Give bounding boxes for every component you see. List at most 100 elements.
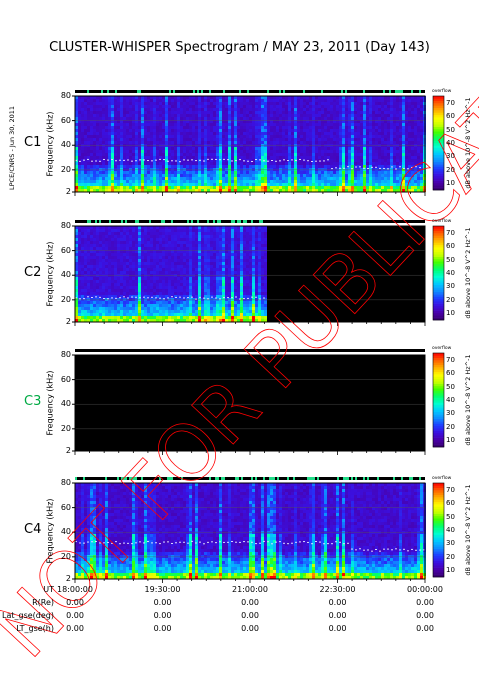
colorbar-tick-label: 70 xyxy=(446,485,455,494)
colorbar-tick-label: 50 xyxy=(446,255,455,264)
colorbar-tick-label: 50 xyxy=(446,125,455,134)
panel-label-c3: C3 xyxy=(24,394,42,409)
colorbar-tick-label: 30 xyxy=(446,282,455,291)
spectrogram-panel-c4 xyxy=(72,477,445,583)
y-tick-label: 80 xyxy=(60,91,71,100)
footer-value: 0.00 xyxy=(328,611,347,620)
y-tick-label: 2 xyxy=(65,574,71,583)
y-tick-label: 2 xyxy=(65,317,71,326)
y-tick-label: 20 xyxy=(60,423,71,433)
y-tick-label: 80 xyxy=(60,350,71,359)
colorbar-tick-label: 40 xyxy=(446,396,455,404)
status-bar xyxy=(75,90,425,93)
colorbar-label: dB above 10^-8 V^2 Hz^-1 xyxy=(464,354,472,446)
frequency-gridlines xyxy=(75,120,425,171)
footer-value: 0.00 xyxy=(66,598,84,607)
y-tick-label: 60 xyxy=(60,374,71,384)
colorbar-tick-label: 70 xyxy=(446,228,455,237)
frequency-gridlines xyxy=(75,250,425,301)
footer-value: 0.00 xyxy=(328,598,347,607)
colorbar-tick-label: 60 xyxy=(446,369,455,378)
chart-title: CLUSTER-WHISPER Spectrogram / MAY 23, 20… xyxy=(49,40,430,55)
y-tick-label: 80 xyxy=(60,478,71,487)
colorbar-tick-label: 70 xyxy=(446,98,455,107)
footer-value: 0.00 xyxy=(66,624,84,633)
colorbar-tick-label: 20 xyxy=(446,165,455,174)
y-axis-label: Frequency (kHz) xyxy=(45,111,55,177)
colorbar-label: dB above 10^-8 V^2 Hz^-1 xyxy=(464,97,472,189)
y-axis-label: Frequency (kHz) xyxy=(45,370,55,436)
colorbar-tick-label: 20 xyxy=(446,295,455,304)
y-tick-label: 2 xyxy=(65,446,71,455)
footer-value: 0.00 xyxy=(241,598,259,607)
colorbar-tick-label: 10 xyxy=(446,566,455,575)
colorbar-tick-label: 70 xyxy=(446,355,455,364)
footer-row-label: LT_gse(h) xyxy=(16,624,54,633)
spectrogram-cells xyxy=(75,226,267,322)
colorbar-tick-label: 10 xyxy=(446,436,455,445)
y-tick-label: 20 xyxy=(60,164,71,174)
footer-value: 0.00 xyxy=(153,598,172,607)
footer-value: 19:30:00 xyxy=(144,585,181,594)
colorbar-tick-label: 10 xyxy=(446,309,455,318)
y-tick-label: 20 xyxy=(60,551,71,561)
y-tick-label: 2 xyxy=(65,187,71,196)
emission-line xyxy=(75,158,425,170)
colorbar-tick-label: 40 xyxy=(446,269,455,277)
frequency-gridlines xyxy=(75,379,425,430)
colorbar-header: overflow xyxy=(432,219,452,224)
colorbar-tick-label: 40 xyxy=(446,139,455,147)
status-bar xyxy=(75,477,425,480)
footer-value: 0.00 xyxy=(153,624,172,633)
footer-row-label: R(Re) xyxy=(32,598,54,607)
y-axis-label: Frequency (kHz) xyxy=(45,241,55,307)
footer-value: 0.00 xyxy=(153,611,172,620)
colorbar-header: overflow xyxy=(432,476,452,481)
y-axis-label: Frequency (kHz) xyxy=(45,498,55,564)
y-tick-label: 80 xyxy=(60,221,71,230)
colorbar-tick-label: 60 xyxy=(446,112,455,121)
y-tick-label: 40 xyxy=(60,399,71,409)
spectrogram-panel-c2 xyxy=(72,220,445,326)
footer-value: 0.00 xyxy=(328,624,347,633)
status-bar xyxy=(75,349,425,352)
footer-value: 18:00:00 xyxy=(57,585,93,594)
y-tick-label: 60 xyxy=(60,245,71,255)
colorbar-label: dB above 10^-8 V^2 Hz^-1 xyxy=(464,227,472,319)
footer-value: 0.00 xyxy=(241,624,259,633)
colorbar-header: overflow xyxy=(432,89,452,94)
colorbar-tick-label: 30 xyxy=(446,409,455,418)
y-tick-label: 40 xyxy=(60,527,71,537)
footer-value: 00:00:00 xyxy=(407,585,443,594)
footer-value: 0.00 xyxy=(416,611,434,620)
y-tick-label: 60 xyxy=(60,502,71,512)
spectrogram-cells xyxy=(75,96,426,192)
colorbar-tick-label: 60 xyxy=(446,499,455,508)
footer-value: 0.00 xyxy=(66,611,84,620)
colorbar-tick-label: 30 xyxy=(446,152,455,161)
colorbar-tick-label: 60 xyxy=(446,242,455,251)
panel-label-c1: C1 xyxy=(24,135,42,150)
footer-value: 0.00 xyxy=(241,611,259,620)
emission-line xyxy=(75,296,265,300)
colorbar-tick-label: 20 xyxy=(446,422,455,431)
colorbar xyxy=(432,352,445,448)
panel-background xyxy=(75,355,425,451)
status-bar xyxy=(75,220,425,223)
footer-row-label: UT xyxy=(43,585,54,594)
colorbar xyxy=(432,482,445,578)
colorbar-tick-label: 30 xyxy=(446,539,455,548)
footer-value: 0.00 xyxy=(416,598,434,607)
panel-label-c2: C2 xyxy=(24,265,42,280)
panel-label-c4: C4 xyxy=(24,522,42,537)
y-tick-label: 60 xyxy=(60,115,71,125)
frequency-gridlines xyxy=(75,507,425,558)
footer-value: 21:00:00 xyxy=(232,585,268,594)
colorbar-tick-label: 20 xyxy=(446,552,455,561)
spectrogram-panel-c3 xyxy=(72,349,445,455)
colorbar-tick-label: 10 xyxy=(446,179,455,188)
footer-value: 22:30:00 xyxy=(319,585,356,594)
colorbar-header: overflow xyxy=(432,346,452,351)
colorbar-tick-label: 50 xyxy=(446,512,455,521)
